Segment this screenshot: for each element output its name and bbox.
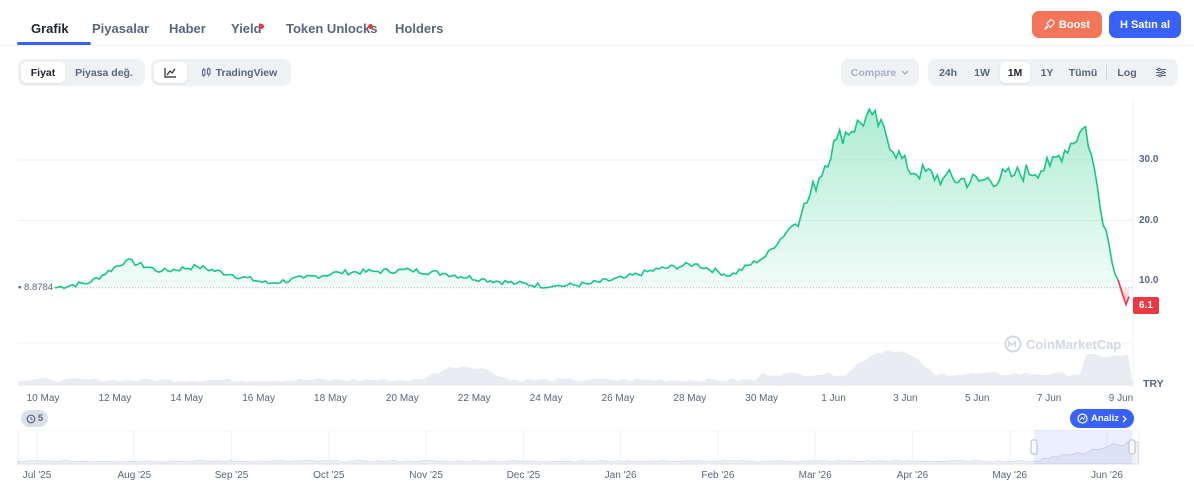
tab-holders[interactable]: Holders (395, 21, 444, 36)
x-tick-label: 10 May (26, 393, 60, 404)
tab-haber[interactable]: Haber (169, 21, 206, 36)
x-tick-label: 1 Jun (821, 393, 846, 404)
line-chart-icon (164, 68, 176, 78)
loss-line (1117, 279, 1130, 308)
navigator-tick-label: Jun '26 (1091, 470, 1123, 481)
navigator-tick-label: Aug '25 (117, 470, 152, 481)
x-tick-label: 22 May (457, 393, 491, 404)
navigator-tick-label: Mar '26 (798, 470, 832, 481)
clock-history-icon (26, 414, 36, 423)
analysis-label: Analiz (1091, 413, 1119, 424)
time-range-toggle: 24h 1W 1M 1Y Tümü Log (928, 59, 1178, 86)
navigator-tick-label: May '26 (992, 470, 1028, 481)
coinmarketcap-watermark: CoinMarketCap (1004, 335, 1121, 353)
y-tick-label: 10.0 (1139, 275, 1159, 286)
tab-piyasalar[interactable]: Piyasalar (92, 21, 150, 36)
market-cap-metric-button[interactable]: Piyasa değ. (75, 66, 133, 79)
navigator-tick-label: Apr '26 (896, 470, 929, 481)
x-tick-label: 20 May (385, 393, 419, 404)
events-count: 5 (37, 413, 44, 424)
watermark-text: CoinMarketCap (1026, 336, 1122, 352)
start-price-label: ▪ 8.8784 (18, 281, 54, 293)
x-tick-label: 28 May (673, 393, 707, 404)
navigator-left-handle (1030, 439, 1038, 455)
navigator-tick-label: Oct '25 (313, 470, 345, 481)
price-chart[interactable] (0, 96, 1194, 392)
range-1m-button[interactable]: 1M (1000, 62, 1030, 83)
x-tick-label: 12 May (98, 393, 132, 404)
navigator-right-handle (1128, 439, 1136, 455)
candlestick-icon (201, 67, 211, 77)
x-tick-label: 24 May (529, 393, 563, 404)
navigator-tick-label: Feb '26 (701, 470, 735, 481)
chart-type-toggle: TradingView (151, 59, 291, 86)
rocket-icon (1044, 19, 1055, 30)
x-tick-label: 9 Jun (1108, 393, 1134, 404)
range-1w-button[interactable]: 1W (974, 66, 990, 79)
x-tick-label: 14 May (170, 393, 204, 404)
range-1y-button[interactable]: 1Y (1040, 66, 1054, 79)
chevron-down-icon (901, 70, 909, 75)
range-all-button[interactable]: Tümü (1068, 66, 1098, 79)
top-nav: Grafik Piyasalar Haber Yield Token Unloc… (0, 0, 1194, 46)
navigator-frame (17, 430, 1140, 465)
navigator-series (17, 440, 1140, 465)
price-line (54, 107, 1119, 290)
y-tick-label: 20.0 (1139, 214, 1159, 226)
analysis-button[interactable]: Analiz (1070, 409, 1134, 428)
price-area-fill (55, 109, 1118, 289)
boost-label: Boost (1058, 18, 1091, 31)
navigator-tick-label: Jan '26 (604, 470, 637, 481)
range-navigator[interactable] (0, 430, 1194, 465)
x-tick-label: 3 Jun (893, 393, 918, 404)
current-price-badge: 6.1 (1133, 297, 1159, 314)
analysis-icon (1077, 413, 1088, 424)
tab-grafik[interactable]: Grafik (31, 21, 69, 36)
buy-label: H Satın al (1119, 18, 1171, 31)
navigator-tick-label: Dec '25 (506, 470, 541, 481)
token-unlocks-notification-dot (368, 24, 373, 29)
yield-notification-dot (259, 24, 264, 29)
x-tick-label: 18 May (314, 393, 347, 404)
x-tick-label: 5 Jun (965, 393, 990, 404)
navigator-tick-label: Sep '25 (214, 470, 249, 481)
currency-label: TRY (1143, 378, 1164, 390)
compare-dropdown[interactable]: Compare (841, 59, 919, 86)
tradingview-label: TradingView (215, 66, 278, 79)
divider (1106, 65, 1107, 80)
x-tick-label: 30 May (745, 393, 779, 404)
compare-label: Compare (850, 66, 897, 79)
tab-yield[interactable]: Yield (231, 21, 262, 36)
navigator-tick-label: Jul '25 (22, 470, 52, 481)
price-metric-button[interactable]: Fiyat (21, 62, 65, 83)
metric-toggle: Fiyat Piyasa değ. (18, 59, 145, 86)
tradingview-button[interactable]: TradingView (191, 62, 287, 83)
sliders-icon (1156, 67, 1166, 78)
active-tab-indicator (17, 42, 91, 45)
line-chart-button[interactable] (154, 62, 187, 83)
volume-area (18, 350, 1133, 385)
tab-token-unlocks[interactable]: Token Unlocks (286, 21, 378, 36)
coinmarketcap-logo-icon (1004, 335, 1022, 353)
range-24h-button[interactable]: 24h (938, 66, 958, 79)
events-badge[interactable]: 5 (21, 410, 48, 427)
chevron-right-icon (1122, 415, 1127, 422)
navigator-tick-label: Nov '25 (409, 470, 443, 481)
x-tick-label: 26 May (601, 393, 635, 404)
x-tick-label: 16 May (242, 393, 275, 404)
chart-settings-button[interactable] (1148, 62, 1174, 83)
start-price-value: 8.8784 (24, 281, 54, 293)
navigator-selection (1034, 430, 1132, 464)
buy-button[interactable]: H Satın al (1109, 11, 1181, 38)
x-tick-label: 7 Jun (1036, 393, 1062, 404)
log-scale-button[interactable]: Log (1117, 66, 1137, 79)
boost-button[interactable]: Boost (1032, 11, 1102, 38)
y-tick-label: 30.0 (1139, 154, 1159, 165)
